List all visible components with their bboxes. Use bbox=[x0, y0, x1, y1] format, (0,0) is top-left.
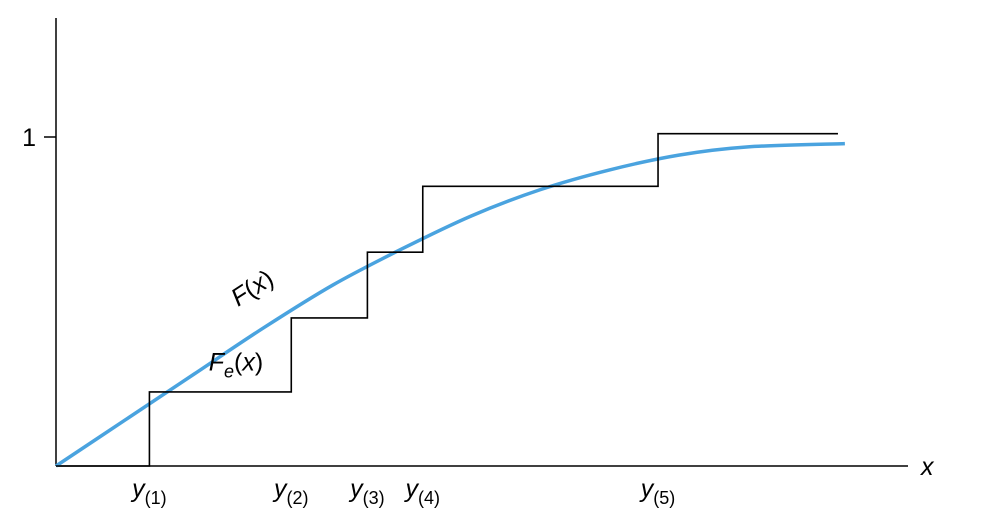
cdf-curve bbox=[55, 141, 845, 468]
series-layer bbox=[55, 132, 845, 468]
x-label-y1: y(1) bbox=[130, 475, 167, 508]
x-label-y5: y(5) bbox=[639, 475, 676, 508]
x-label-y2: y(2) bbox=[272, 475, 309, 508]
y-ticks: 1 bbox=[22, 124, 56, 152]
x-label-y4: y(4) bbox=[404, 475, 441, 508]
annotation-empirical-cdf: Fe(x) bbox=[209, 349, 263, 382]
curve-annotations: F(x) Fe(x) bbox=[209, 264, 279, 381]
y-tick-label-0: 1 bbox=[22, 124, 36, 152]
x-axis-label: x bbox=[920, 453, 935, 481]
x-label-y3: y(3) bbox=[348, 475, 385, 508]
annotation-cdf: F(x) bbox=[226, 264, 279, 312]
empirical-cdf-step-line bbox=[56, 132, 838, 467]
x-order-statistic-labels: y(1) y(2) y(3) y(4) y(5) bbox=[130, 475, 675, 508]
